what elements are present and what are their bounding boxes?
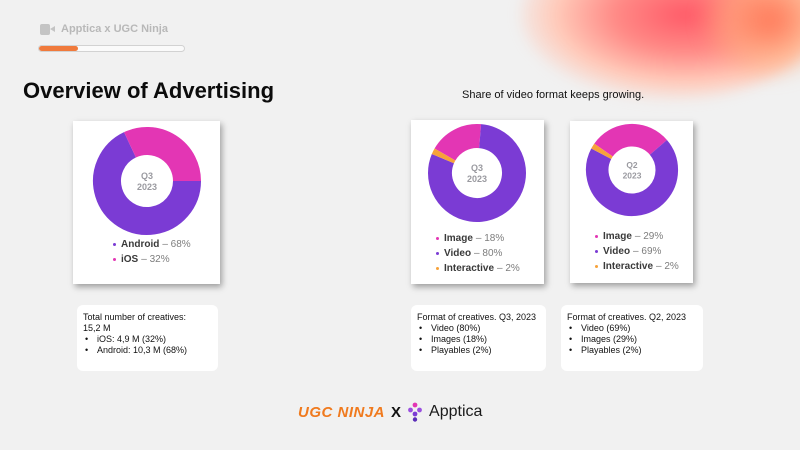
donut-slice-interactive (591, 143, 613, 160)
legend-label: Image (444, 233, 473, 244)
brand-title: Apptica x UGC Ninja (61, 23, 168, 35)
list-item: Images (18%) (417, 334, 540, 345)
donut-center-label: 2023 (137, 182, 157, 192)
donut-center-label: 2023 (467, 174, 487, 184)
info-heading: Format of creatives. Q3, 2023 (417, 312, 537, 322)
legend-dot-icon (595, 265, 598, 268)
page-subtitle: Share of video format keeps growing. (462, 89, 645, 101)
legend-label: Interactive (444, 263, 495, 274)
legend-label: Image (603, 231, 632, 242)
chart-card-platform-q3: Q3 2023 Android – 68% iOS – 32% (73, 121, 220, 284)
logo-separator: X (391, 403, 402, 421)
chart-card-format-q3: Q3 2023 Image – 18% Video – 80% Interactive – … (411, 120, 544, 284)
legend-label: Interactive (603, 261, 654, 272)
apptica-logo-text: Apptica (429, 403, 483, 420)
donut-slice-image (434, 124, 482, 162)
donut-center-label: 2023 (623, 170, 642, 180)
header-brand: Apptica x UGC Ninja (40, 23, 168, 35)
video-camera-icon (40, 23, 55, 35)
chart-card-format-q2: Q2 2023 Image – 29% Video – 69% Interactive – … (570, 121, 693, 283)
legend-value: – 18% (475, 233, 505, 244)
legend-value: – 69% (633, 246, 662, 257)
legend-label: iOS (121, 254, 139, 265)
legend-item: Android – 68% (113, 237, 191, 252)
legend-dot-icon (595, 250, 598, 253)
donut-slice-ios (124, 127, 201, 182)
legend-item: Interactive – 2% (436, 261, 520, 276)
legend-label: Video (444, 248, 472, 259)
legend-value: – 2% (497, 263, 520, 274)
list-item: Video (69%) (567, 323, 697, 334)
legend-item: Image – 18% (436, 231, 520, 246)
chart-legend: Image – 18% Video – 80% Interactive – 2% (436, 231, 520, 276)
apptica-logo-icon (408, 402, 422, 422)
legend-label: Video (603, 246, 631, 257)
legend-item: Video – 69% (595, 244, 679, 259)
donut-slice-android (93, 132, 201, 235)
legend-dot-icon (436, 252, 439, 255)
ugc-ninja-logo: UGC NINJA (298, 403, 386, 421)
legend-item: Video – 80% (436, 246, 520, 261)
legend-dot-icon (113, 243, 116, 246)
donut-center-label: Q3 (141, 171, 153, 181)
info-box-format-q2: Format of creatives. Q2, 2023 Video (69%… (561, 305, 703, 371)
chart-legend: Image – 29% Video – 69% Interactive – 2% (595, 229, 679, 274)
chart-legend: Android – 68% iOS – 32% (113, 237, 191, 267)
legend-item: iOS – 32% (113, 252, 191, 267)
page-title: Overview of Advertising (23, 78, 275, 103)
progress-bar (38, 45, 185, 52)
list-item: Playables (2%) (567, 345, 697, 356)
info-box-format-q3: Format of creatives. Q3, 2023 Video (80%… (411, 305, 546, 371)
donut-slice-image (594, 123, 667, 158)
legend-value: – 80% (474, 248, 503, 259)
list-item: Android: 10,3 M (68%) (83, 345, 212, 356)
legend-dot-icon (113, 258, 116, 261)
info-heading: Total number of creatives: (83, 312, 187, 322)
legend-dot-icon (436, 267, 439, 270)
progress-bar-fill (39, 46, 79, 51)
donut-slice-video (586, 140, 679, 217)
list-item: Images (29%) (567, 334, 697, 345)
legend-value: – 32% (141, 254, 170, 265)
legend-label: Android (121, 239, 160, 250)
legend-value: – 68% (162, 239, 191, 250)
donut-slice-interactive (431, 148, 456, 164)
legend-dot-icon (436, 237, 439, 240)
legend-item: Interactive – 2% (595, 259, 679, 274)
footer-logos: UGC NINJA X Apptica (298, 401, 482, 423)
legend-item: Image – 29% (595, 229, 679, 244)
list-item: Video (80%) (417, 323, 540, 334)
info-box-total-creatives: Total number of creatives: 15,2 M iOS: 4… (77, 305, 218, 371)
legend-value: – 29% (634, 231, 664, 242)
legend-value: – 2% (656, 261, 679, 272)
list-item: Playables (2%) (417, 345, 540, 356)
donut-slice-video (428, 124, 526, 222)
legend-dot-icon (595, 235, 598, 238)
list-item: iOS: 4,9 M (32%) (83, 334, 212, 345)
info-heading: Format of creatives. Q2, 2023 (567, 312, 687, 322)
donut-center-label: Q3 (471, 163, 483, 173)
donut-center-label: Q2 (626, 160, 638, 170)
info-heading-value: 15,2 M (83, 323, 111, 333)
